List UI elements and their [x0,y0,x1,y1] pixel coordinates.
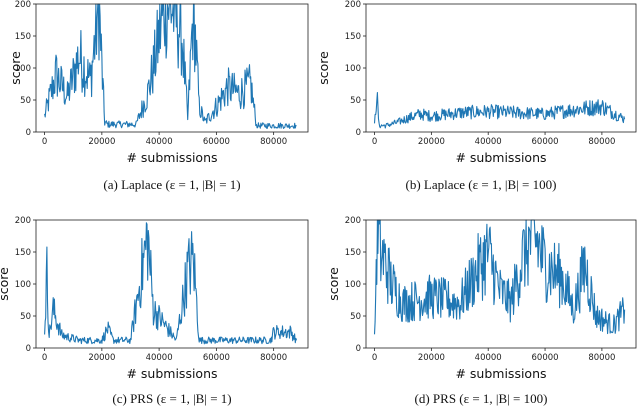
y-tick-label: 50 [20,96,31,106]
series-path-b [373,92,626,129]
x-tick-label: 80000 [260,353,287,363]
y-tick-label: 100 [15,64,31,74]
y-axis-label-b: score [316,51,331,85]
axis-ticks-d: 0 20000 40000 60000 80000 0 50 100 150 200 [345,216,616,363]
caption-b: (b) Laplace (ε = 1, |B| = 100) [406,177,557,192]
axis-ticks-b: 0 20000 40000 60000 80000 0 50 100 150 200 [345,0,616,147]
y-tick-label: 100 [345,280,361,290]
y-tick-label: 100 [345,64,361,74]
x-tick-label: 40000 [475,137,502,147]
x-tick-label: 0 [372,137,377,147]
x-tick-label: 0 [42,137,47,147]
y-tick-label: 0 [26,128,31,138]
x-tick-label: 40000 [146,353,173,363]
y-tick-label: 200 [345,0,361,10]
y-tick-label: 50 [350,96,361,106]
x-tick-label: 60000 [532,137,559,147]
y-tick-label: 50 [350,312,361,322]
caption-d: (d) PRS (ε = 1, |B| = 100) [415,391,548,406]
y-tick-label: 150 [345,32,361,42]
series-line-d [373,219,626,335]
x-tick-label: 40000 [146,137,173,147]
x-tick-label: 20000 [88,353,115,363]
axis-ticks-a: 0 20000 40000 60000 80000 0 50 100 150 200 [15,0,287,147]
plot-frame-c [35,219,309,349]
x-tick-label: 80000 [588,353,615,363]
plot-frame-d [365,219,637,349]
x-tick-label: 60000 [532,353,559,363]
caption-a: (a) Laplace (ε = 1, |B| = 1) [103,177,240,192]
x-tick-label: 40000 [475,353,502,363]
x-axis-label-c: # submissions [126,366,217,381]
series-path-a [44,3,297,129]
y-tick-label: 150 [15,32,31,42]
y-axis-label-d: score [326,267,341,301]
caption-c: (c) PRS (ε = 1, |B| = 1) [112,391,231,406]
series-path-d [373,219,626,335]
x-tick-label: 0 [372,353,377,363]
y-tick-label: 100 [15,280,31,290]
y-tick-label: 50 [20,312,31,322]
series-path-c [44,222,298,345]
y-tick-label: 200 [15,0,31,10]
series-line-a [44,3,297,129]
x-axis-label-b: # submissions [455,150,546,165]
series-line-b [373,92,626,129]
x-axis-label-a: # submissions [126,150,217,165]
x-tick-label: 20000 [418,353,445,363]
y-tick-label: 200 [345,216,361,226]
y-tick-label: 0 [26,344,31,354]
y-tick-label: 0 [356,344,361,354]
y-axis-label-c: score [0,267,11,301]
x-tick-label: 0 [42,353,47,363]
x-tick-label: 20000 [88,137,115,147]
series-line-c [44,222,298,345]
y-tick-label: 150 [345,248,361,258]
x-tick-label: 20000 [418,137,445,147]
y-tick-label: 200 [15,216,31,226]
y-axis-label-a: score [8,51,23,85]
y-tick-label: 150 [15,248,31,258]
x-tick-label: 60000 [203,353,230,363]
x-axis-label-d: # submissions [455,366,546,381]
axis-ticks-c: 0 20000 40000 60000 80000 0 50 100 150 200 [15,216,287,363]
y-tick-label: 0 [356,128,361,138]
x-tick-label: 60000 [203,137,230,147]
x-tick-label: 80000 [260,137,287,147]
x-tick-label: 80000 [588,137,615,147]
